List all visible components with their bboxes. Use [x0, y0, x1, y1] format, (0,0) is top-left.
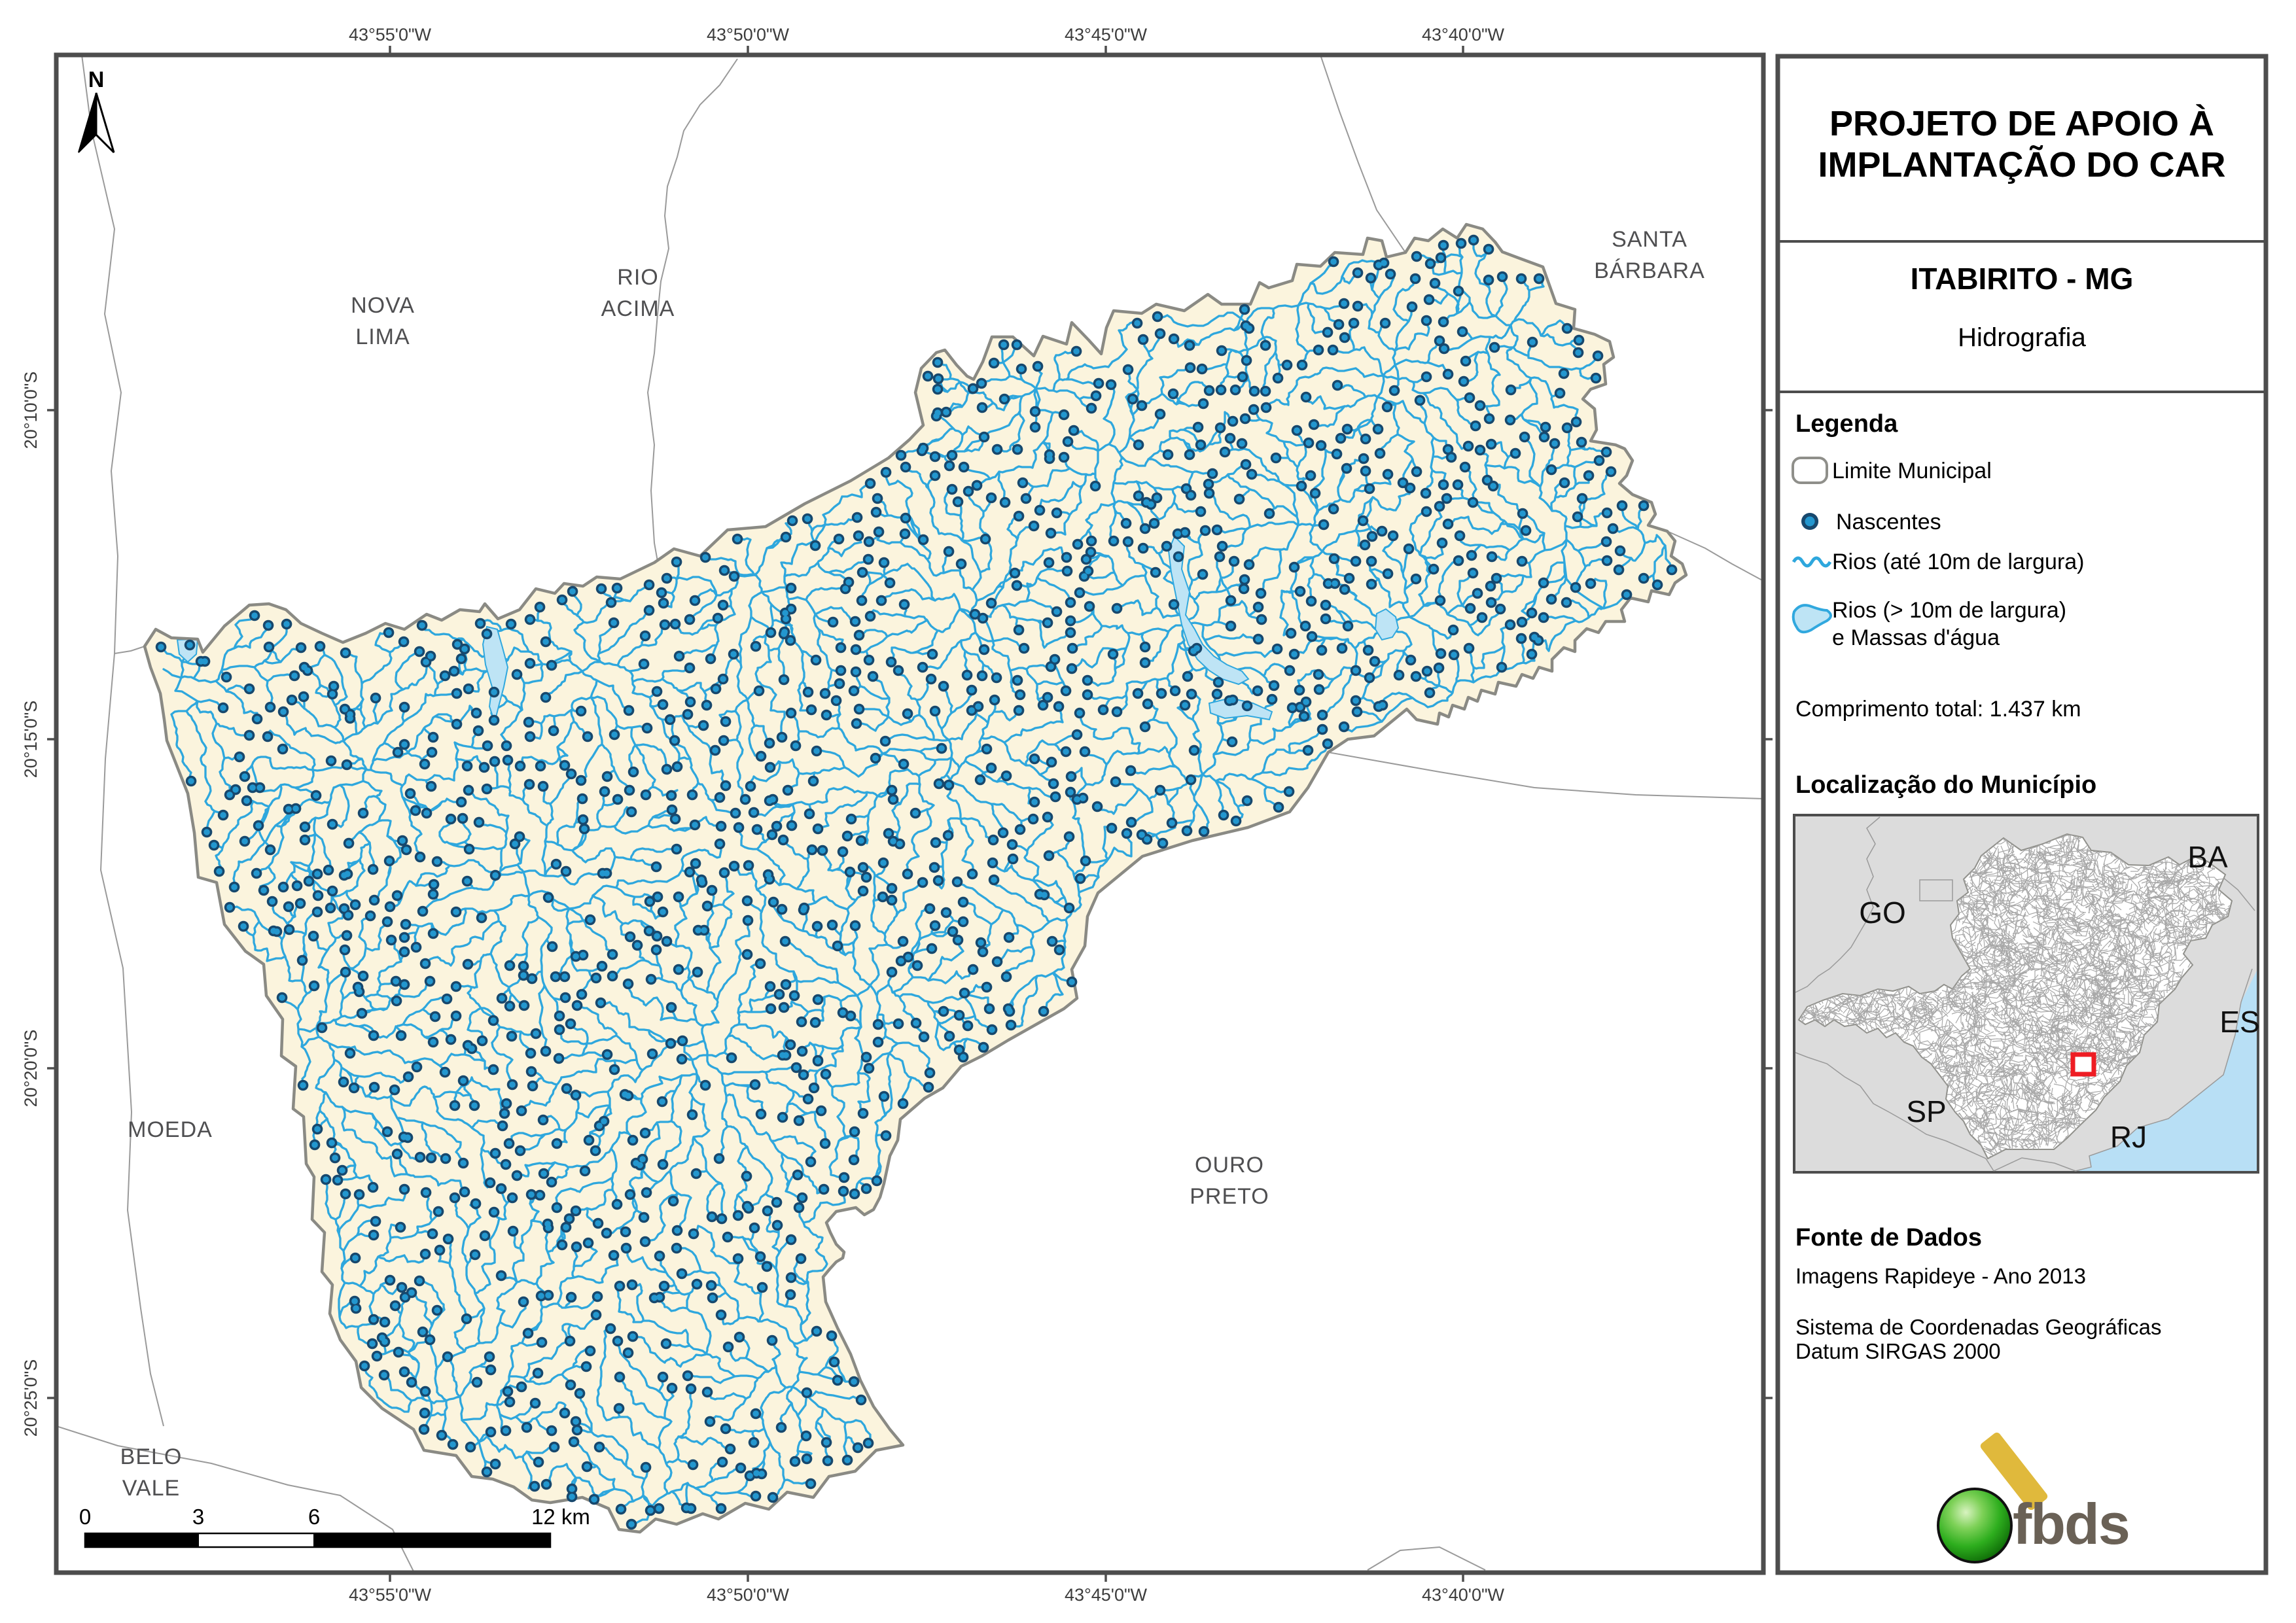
svg-text:fbds: fbds — [2013, 1492, 2129, 1556]
svg-text:Localização do Município: Localização do Município — [1795, 771, 2096, 799]
svg-text:12 km: 12 km — [531, 1505, 590, 1529]
svg-text:3: 3 — [192, 1505, 204, 1529]
svg-text:ACIMA: ACIMA — [601, 296, 675, 321]
svg-text:BÁRBARA: BÁRBARA — [1594, 258, 1705, 283]
svg-text:VALE: VALE — [122, 1476, 180, 1501]
svg-text:ES: ES — [2219, 1005, 2259, 1039]
svg-text:BA: BA — [2187, 840, 2228, 874]
svg-text:MOEDA: MOEDA — [128, 1117, 213, 1142]
svg-text:RJ: RJ — [2110, 1120, 2147, 1154]
svg-text:Fonte de Dados: Fonte de Dados — [1795, 1224, 1982, 1251]
svg-text:Datum SIRGAS 2000: Datum SIRGAS 2000 — [1795, 1339, 2001, 1363]
svg-text:43°55'0"W: 43°55'0"W — [349, 1585, 432, 1605]
svg-text:N: N — [88, 67, 105, 92]
svg-text:0: 0 — [79, 1505, 91, 1529]
svg-text:Comprimento total: 1.437 km: Comprimento total: 1.437 km — [1795, 697, 2081, 722]
svg-text:20°10'0"S: 20°10'0"S — [21, 372, 41, 449]
svg-text:Hidrografia: Hidrografia — [1958, 323, 2086, 352]
svg-text:20°20'0"S: 20°20'0"S — [21, 1030, 41, 1108]
svg-text:ITABIRITO - MG: ITABIRITO - MG — [1911, 262, 2134, 296]
svg-text:BELO: BELO — [120, 1444, 183, 1469]
svg-text:43°45'0"W: 43°45'0"W — [1065, 25, 1148, 44]
svg-text:LIMA: LIMA — [355, 324, 410, 349]
svg-text:43°50'0"W: 43°50'0"W — [707, 1585, 790, 1605]
svg-text:43°55'0"W: 43°55'0"W — [349, 25, 432, 44]
svg-text:GO: GO — [1859, 896, 1906, 930]
svg-text:e Massas d'água: e Massas d'água — [1832, 625, 2000, 650]
svg-text:RIO: RIO — [617, 265, 658, 290]
svg-text:NOVA: NOVA — [351, 293, 415, 318]
svg-text:Rios (até 10m de largura): Rios (até 10m de largura) — [1832, 550, 2085, 574]
svg-text:43°45'0"W: 43°45'0"W — [1065, 1585, 1148, 1605]
svg-text:PRETO: PRETO — [1190, 1184, 1269, 1209]
svg-text:SANTA: SANTA — [1612, 227, 1687, 252]
svg-text:20°25'0"S: 20°25'0"S — [21, 1359, 41, 1437]
svg-text:Imagens Rapideye - Ano 2013: Imagens Rapideye - Ano 2013 — [1795, 1264, 2086, 1288]
svg-text:Sistema de Coordenadas Geográf: Sistema de Coordenadas Geográficas — [1795, 1315, 2162, 1339]
svg-text:Limite Municipal: Limite Municipal — [1832, 459, 1992, 483]
svg-text:OURO: OURO — [1195, 1153, 1264, 1178]
svg-text:43°40'0"W: 43°40'0"W — [1422, 25, 1505, 44]
svg-text:43°40'0"W: 43°40'0"W — [1422, 1585, 1505, 1605]
svg-text:PROJETO DE APOIO À: PROJETO DE APOIO À — [1829, 104, 2214, 143]
svg-text:IMPLANTAÇÃO DO CAR: IMPLANTAÇÃO DO CAR — [1818, 145, 2226, 184]
svg-text:20°15'0"S: 20°15'0"S — [21, 701, 41, 778]
svg-text:Legenda: Legenda — [1795, 410, 1898, 438]
svg-text:Nascentes: Nascentes — [1836, 510, 1941, 534]
svg-text:6: 6 — [308, 1505, 320, 1529]
svg-text:Rios (> 10m de largura): Rios (> 10m de largura) — [1832, 598, 2066, 623]
svg-text:43°50'0"W: 43°50'0"W — [707, 25, 790, 44]
svg-text:SP: SP — [1906, 1094, 1946, 1128]
